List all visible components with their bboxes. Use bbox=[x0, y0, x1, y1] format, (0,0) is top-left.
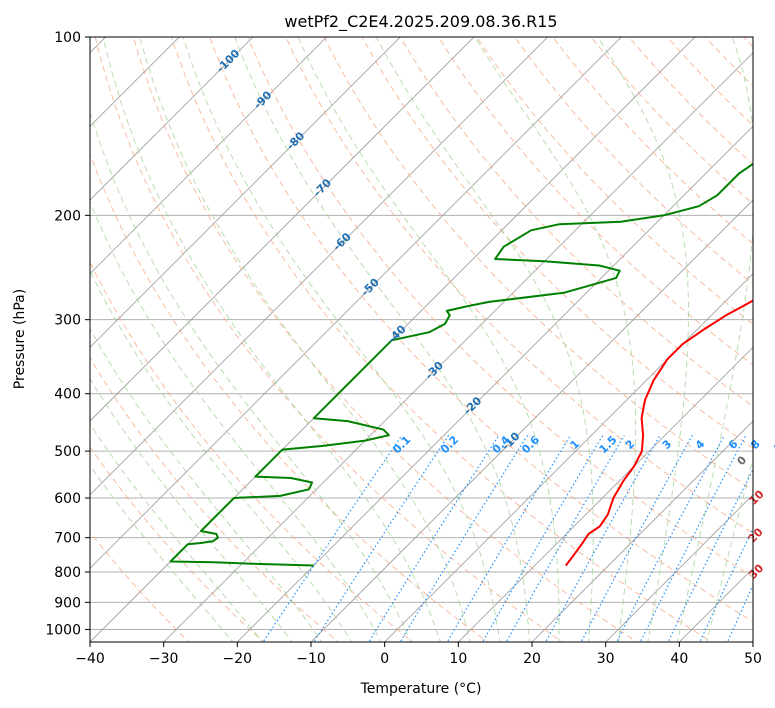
x-tick-label: 40 bbox=[670, 651, 688, 667]
x-tick-label: −20 bbox=[223, 651, 253, 667]
y-tick-label: 400 bbox=[54, 387, 81, 403]
dry-adiabat-line bbox=[209, 37, 753, 623]
moist-adiabat-line bbox=[90, 464, 234, 642]
isotherm-line bbox=[90, 37, 696, 642]
moist-adiabat-line bbox=[90, 377, 293, 642]
isotherm-line bbox=[90, 37, 622, 569]
dewpoint-profile-line bbox=[169, 162, 753, 567]
y-tick-label: 700 bbox=[54, 531, 81, 547]
y-tick-label: 1000 bbox=[45, 622, 81, 638]
x-tick-label: 20 bbox=[523, 651, 541, 667]
y-tick-label: 600 bbox=[54, 491, 81, 507]
isotherm-line bbox=[605, 494, 753, 642]
mixing-ratio-label: 10 bbox=[771, 434, 775, 454]
x-tick-label: −40 bbox=[75, 651, 105, 667]
mixing-ratio-line bbox=[446, 434, 572, 642]
isotherm-line bbox=[384, 273, 753, 642]
isotherm-line bbox=[90, 37, 401, 348]
isotherm-line bbox=[90, 37, 549, 496]
moist-adiabat-line bbox=[375, 37, 594, 642]
chart-title: wetPf2_C2E4.2025.209.08.36.R15 bbox=[284, 12, 557, 32]
isotherm-line bbox=[90, 37, 475, 422]
mixing-ratio-line bbox=[368, 434, 500, 642]
mixing-ratio-line bbox=[399, 434, 529, 642]
plot-frame bbox=[89, 36, 754, 643]
isotherm-line bbox=[457, 346, 753, 642]
moist-adiabat-line bbox=[706, 457, 753, 642]
moist-adiabat-line bbox=[90, 110, 412, 642]
mixing-ratio-line bbox=[616, 434, 726, 642]
isotherm-line bbox=[90, 37, 254, 201]
x-tick-label: 30 bbox=[597, 651, 615, 667]
mixing-ratio-line bbox=[699, 527, 753, 642]
mixing-ratio-line bbox=[544, 434, 661, 642]
moist-adiabat-line bbox=[297, 37, 560, 642]
isotherm-line bbox=[310, 199, 753, 642]
moist-adiabat-line bbox=[90, 200, 382, 642]
moist-adiabat-line bbox=[234, 37, 530, 642]
mixing-ratio-line bbox=[667, 468, 753, 642]
moist-adiabat-line bbox=[676, 37, 753, 642]
isotherm-line bbox=[531, 420, 753, 642]
y-tick-label: 100 bbox=[54, 30, 81, 46]
moist-adiabat-line bbox=[90, 327, 323, 642]
moist-adiabat-line bbox=[102, 37, 441, 642]
dry-adiabat-line bbox=[476, 37, 753, 325]
isotherm-line bbox=[236, 125, 753, 642]
y-tick-label: 300 bbox=[54, 313, 81, 329]
moist-adiabat-line bbox=[474, 37, 637, 642]
x-tick-label: −30 bbox=[149, 651, 179, 667]
x-tick-label: 10 bbox=[449, 651, 467, 667]
y-tick-label: 200 bbox=[54, 208, 81, 224]
y-axis-label: Pressure (hPa) bbox=[12, 289, 28, 389]
isotherm-line bbox=[163, 52, 753, 642]
dry-adiabat-line bbox=[90, 446, 265, 642]
y-tick-label: 900 bbox=[54, 595, 81, 611]
dry-adiabat-line bbox=[90, 260, 414, 642]
y-tick-label: 500 bbox=[54, 444, 81, 460]
temperature-profile-line bbox=[565, 299, 753, 567]
x-axis-label: Temperature (°C) bbox=[360, 681, 482, 697]
mixing-ratio-line bbox=[580, 434, 693, 642]
y-tick-label: 800 bbox=[54, 565, 81, 581]
moist-adiabat-line bbox=[90, 423, 264, 642]
dry-adiabat-line bbox=[132, 37, 638, 642]
mixing-ratio-line bbox=[481, 434, 604, 642]
moist-adiabat-label: 40 bbox=[771, 584, 775, 604]
moist-adiabat-line bbox=[139, 37, 471, 642]
moist-adiabat-line bbox=[182, 37, 501, 642]
x-tick-label: −10 bbox=[296, 651, 326, 667]
mixing-ratio-line bbox=[262, 434, 403, 642]
x-tick-label: 0 bbox=[380, 651, 389, 667]
dry-adiabat-line bbox=[94, 37, 564, 642]
moist-adiabat-line bbox=[597, 37, 689, 642]
mixing-ratio-line bbox=[505, 434, 625, 642]
isotherm-line bbox=[90, 37, 328, 275]
moist-adiabat-line bbox=[90, 269, 352, 642]
x-tick-label: 50 bbox=[744, 651, 762, 667]
dry-adiabat-line bbox=[514, 37, 753, 285]
